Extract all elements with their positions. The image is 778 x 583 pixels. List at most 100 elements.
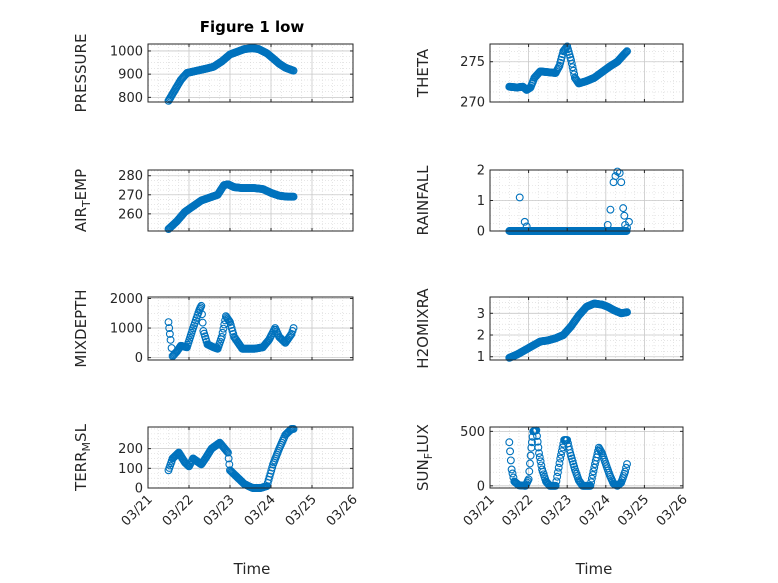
data-point bbox=[587, 474, 596, 483]
data-point bbox=[289, 324, 298, 333]
data-point bbox=[622, 48, 631, 57]
y-axis-label: H2OMIXRA bbox=[414, 288, 432, 369]
y-tick-label: 275 bbox=[460, 55, 485, 70]
data-point bbox=[506, 456, 515, 465]
axes-box bbox=[489, 43, 684, 103]
axes-box bbox=[489, 296, 684, 361]
y-tick-label: 270 bbox=[118, 188, 143, 203]
data-point bbox=[621, 48, 630, 57]
data-point bbox=[554, 463, 563, 472]
axes-box bbox=[147, 426, 354, 489]
data-point bbox=[224, 454, 233, 463]
data-point bbox=[567, 59, 576, 68]
data-point bbox=[623, 460, 631, 468]
data-point bbox=[535, 453, 544, 462]
y-tick-label: 260 bbox=[118, 207, 143, 222]
x-tick-label: 03/24 bbox=[577, 492, 614, 529]
data-point bbox=[520, 217, 529, 226]
y-tick-label: 1000 bbox=[110, 44, 143, 59]
data-point bbox=[289, 425, 298, 433]
data-point bbox=[508, 469, 517, 478]
data-point bbox=[589, 467, 598, 476]
y-tick-label: 500 bbox=[460, 425, 485, 440]
y-tick-label: 0 bbox=[135, 482, 143, 497]
data-point bbox=[533, 432, 541, 440]
subplot-7: 0 500 03/21 03/22 03/23 03/24 03/25 03/26 SUNFLU… bbox=[414, 424, 691, 529]
y-tick-label: 3 bbox=[477, 307, 485, 322]
data-point bbox=[198, 310, 206, 319]
data-point bbox=[557, 450, 565, 459]
data-point bbox=[182, 460, 191, 468]
data-point bbox=[217, 332, 226, 341]
y-tick-label: 2000 bbox=[110, 292, 143, 307]
data-point bbox=[198, 318, 207, 327]
y-axis-label: PRESSURE bbox=[72, 34, 90, 113]
data-point bbox=[620, 49, 629, 58]
data-point bbox=[613, 167, 622, 176]
data-point bbox=[553, 468, 562, 477]
y-tick-label: 1000 bbox=[110, 322, 143, 337]
y-tick-label: 0 bbox=[477, 225, 485, 240]
x-tick-label: 03/23 bbox=[201, 492, 238, 529]
data-point bbox=[534, 443, 543, 452]
data-point bbox=[506, 447, 515, 456]
data-point bbox=[164, 318, 173, 327]
data-point bbox=[603, 220, 612, 229]
y-tick-label: 0 bbox=[135, 351, 143, 366]
x-tick-label: 03/23 bbox=[538, 492, 575, 529]
data-point bbox=[555, 459, 564, 468]
data-point bbox=[625, 217, 633, 226]
data-point bbox=[569, 66, 578, 75]
x-axis-label-left: Time bbox=[233, 560, 271, 578]
data-point bbox=[587, 478, 596, 487]
data-point bbox=[558, 443, 567, 452]
data-point bbox=[289, 66, 298, 75]
data-point bbox=[197, 301, 206, 310]
data-point bbox=[621, 467, 630, 476]
data-point bbox=[224, 448, 232, 457]
data-point bbox=[567, 56, 576, 65]
y-axis-label: AIRTEMP bbox=[72, 169, 93, 232]
subplot-1: 270 275 THETA bbox=[414, 42, 684, 111]
y-axis-label: TERRMSL bbox=[72, 423, 93, 492]
data-point bbox=[556, 454, 565, 463]
y-tick-label: 200 bbox=[118, 442, 143, 457]
data-point bbox=[588, 470, 597, 479]
y-tick-label: 270 bbox=[460, 96, 485, 111]
subplot-3: 0 1 2 RAINFALL bbox=[414, 164, 684, 240]
data-point bbox=[620, 211, 629, 220]
x-tick-label: 03/22 bbox=[160, 492, 197, 529]
data-point bbox=[289, 192, 298, 201]
data-point bbox=[619, 204, 628, 213]
data-point bbox=[515, 193, 524, 202]
subplot-2: 260 270 280 AIRTEMP bbox=[72, 169, 354, 234]
x-tick-label: 03/25 bbox=[283, 492, 320, 529]
data-point bbox=[526, 451, 535, 460]
y-axis-label: THETA bbox=[414, 48, 432, 98]
data-point bbox=[522, 222, 531, 231]
x-tick-label: 03/26 bbox=[324, 492, 361, 529]
subplot-6: 0 100 200 03/21 03/22 03/23 03/24 03/25 03/26 TER… bbox=[72, 423, 361, 529]
data-point bbox=[536, 457, 545, 466]
data-point bbox=[535, 449, 543, 458]
x-axis-label-right: Time bbox=[575, 560, 613, 578]
data-point bbox=[617, 178, 626, 187]
data-point bbox=[551, 481, 560, 490]
y-axis-label: MIXDEPTH bbox=[72, 289, 90, 367]
data-point bbox=[586, 481, 595, 490]
data-point bbox=[525, 467, 534, 476]
data-point bbox=[165, 330, 174, 338]
data-point bbox=[218, 328, 227, 337]
x-tick-label: 03/21 bbox=[119, 492, 156, 529]
data-point bbox=[552, 477, 561, 486]
x-tick-label: 03/25 bbox=[615, 492, 652, 529]
data-point bbox=[606, 205, 615, 214]
data-point bbox=[219, 324, 228, 333]
x-tick-label: 03/21 bbox=[461, 492, 498, 529]
data-point bbox=[553, 472, 562, 481]
x-tick-label: 03/22 bbox=[499, 492, 536, 529]
data-point bbox=[533, 437, 542, 446]
data-point bbox=[268, 463, 277, 472]
data-point bbox=[165, 324, 174, 333]
